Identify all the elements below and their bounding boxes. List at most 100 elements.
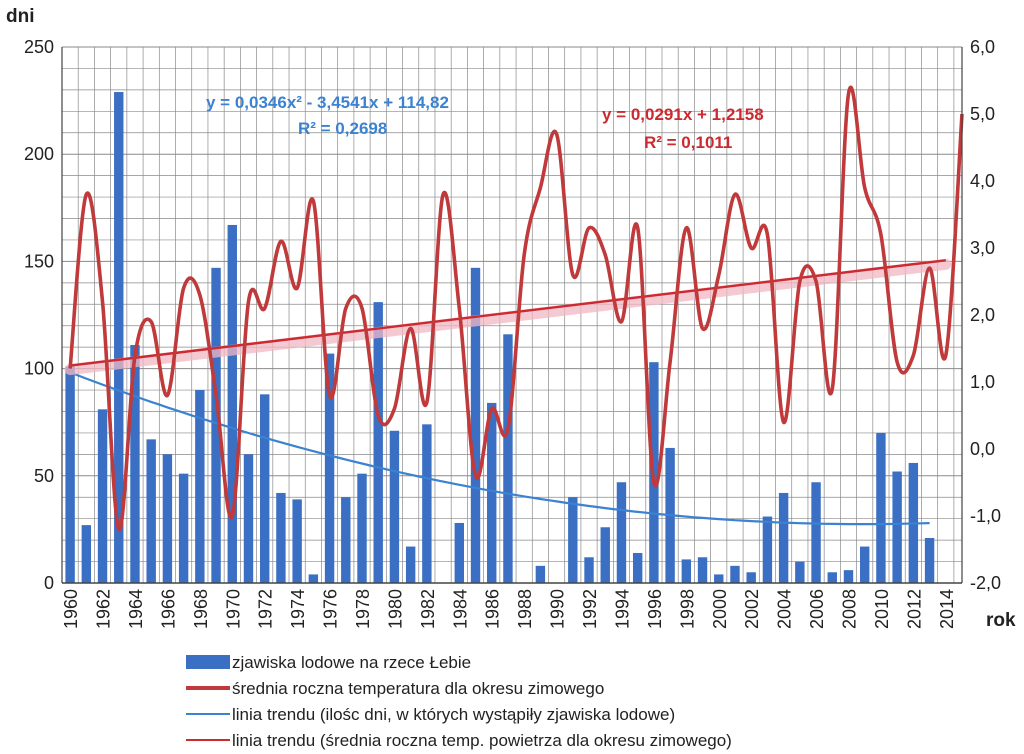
x-tick-label: 2008	[840, 589, 860, 629]
trend-temp-equation: y = 0,0291x + 1,2158	[602, 105, 764, 124]
x-tick-label: 1968	[191, 589, 211, 629]
bar-ice-2013	[924, 537, 935, 583]
x-tick-label: 2014	[937, 589, 957, 629]
bar-ice-1985	[470, 267, 481, 583]
y-right-tick-label: 3,0	[970, 238, 995, 258]
x-tick-label: 1980	[385, 589, 405, 629]
x-tick-label: 1998	[677, 589, 697, 629]
bar-ice-1989	[535, 565, 546, 583]
legend-swatch-ice	[186, 655, 230, 669]
bar-ice-2003	[762, 516, 773, 583]
y-right-tick-label: -1,0	[970, 506, 1001, 526]
bar-ice-1981	[405, 546, 416, 583]
x-tick-label: 1986	[483, 589, 503, 629]
bar-ice-2001	[730, 565, 740, 583]
bar-ice-1979	[373, 302, 383, 583]
bar-ice-2004	[778, 492, 789, 583]
x-tick-label: 1982	[418, 589, 438, 629]
bar-ice-1971	[243, 454, 254, 583]
legend-label-trend-ice: linia trendu (ilośc dni, w których wystą…	[232, 705, 675, 724]
bar-ice-1980	[389, 430, 400, 583]
bar-ice-1982	[422, 424, 432, 583]
x-tick-label: 1964	[126, 589, 146, 629]
trend-ice-equation: y = 0,0346x² - 3,4541x + 114,82	[206, 93, 449, 112]
tick-labels: 0 50 100 150 200 250 -2,0 -1,0 0,0 1,0 2,0 3,0 4,0 5,…	[24, 37, 1001, 629]
x-tick-label: 2006	[807, 589, 827, 629]
bar-ice-2000	[714, 574, 724, 583]
y-right-tick-label: -2,0	[970, 573, 1001, 593]
x-tick-label: 1966	[158, 589, 178, 629]
legend-label-temperature: średnia roczna temperatura dla okresu zi…	[232, 679, 604, 698]
y-left-tick-label: 150	[24, 251, 54, 271]
bar-ice-2002	[746, 572, 756, 583]
bar-ice-2010	[876, 432, 886, 583]
x-tick-label: 2012	[904, 589, 924, 629]
bar-ice-1999	[697, 557, 708, 583]
x-tick-label: 2010	[872, 589, 892, 629]
y-left-tick-label: 0	[44, 573, 54, 593]
bar-ice-1975	[308, 574, 319, 583]
x-tick-label: 1960	[61, 589, 81, 629]
bar-ice-1977	[341, 497, 351, 583]
x-tick-label: 1962	[94, 589, 114, 629]
bar-ice-1978	[357, 473, 367, 583]
x-tick-label: 2004	[775, 589, 795, 629]
bar-ice-1991	[568, 497, 578, 583]
y-axis-left-title: dni	[6, 6, 35, 27]
bar-ice-1961	[81, 525, 92, 583]
bar-ice-2009	[860, 546, 870, 583]
bar-ice-1994	[616, 482, 627, 583]
x-tick-label: 1972	[256, 589, 276, 629]
temperature-line	[68, 85, 964, 532]
bar-ice-1987	[503, 334, 513, 583]
bar-ice-1984	[454, 522, 464, 583]
y-left-tick-label: 100	[24, 359, 54, 379]
x-tick-label: 1970	[223, 589, 243, 629]
x-tick-label: 1974	[288, 589, 308, 629]
legend-label-ice: zjawiska lodowe na rzece Łebie	[232, 653, 471, 672]
bar-ice-1993	[600, 527, 610, 583]
trend-temp-r2: R² = 0,1011	[644, 133, 732, 152]
y-right-tick-label: 2,0	[970, 305, 995, 325]
y-right-tick-label: 1,0	[970, 372, 995, 392]
bar-ice-1968	[195, 390, 205, 583]
y-right-tick-label: 5,0	[970, 104, 995, 124]
x-tick-label: 2000	[710, 589, 730, 629]
bar-ice-1972	[260, 394, 270, 583]
bar-ice-1966	[162, 454, 173, 583]
bar-ice-1963	[114, 92, 124, 584]
trend-ice-line	[69, 371, 930, 526]
bar-ice-1969	[211, 267, 221, 583]
x-tick-label: 1992	[580, 589, 600, 629]
bar-ice-1965	[146, 439, 156, 583]
temperature-series-line	[68, 85, 964, 532]
trend-ice-r2: R² = 0,2698	[298, 119, 387, 138]
bar-ice-1973	[276, 492, 286, 583]
axes	[61, 47, 963, 584]
bar-ice-1998	[681, 559, 692, 583]
bar-ice-1967	[178, 473, 189, 583]
bar-ice-1970	[227, 224, 237, 583]
bar-ice-1976	[324, 353, 335, 583]
x-tick-label: 1978	[353, 589, 373, 629]
bar-ice-1986	[487, 402, 497, 583]
bar-ice-1962	[97, 409, 108, 583]
x-tick-label: 1984	[450, 589, 470, 629]
bar-ice-2005	[795, 561, 805, 583]
y-right-tick-label: 4,0	[970, 171, 995, 191]
x-tick-label: 1988	[515, 589, 535, 629]
y-right-tick-label: 0,0	[970, 439, 995, 459]
bar-ice-1995	[632, 552, 643, 583]
bar-ice-1960	[65, 366, 75, 583]
legend: zjawiska lodowe na rzece Łebie średnia r…	[186, 653, 732, 750]
bar-ice-1964	[130, 345, 140, 583]
y-right-tick-label: 6,0	[970, 37, 995, 57]
x-tick-label: 1994	[613, 589, 633, 629]
x-tick-label: 1976	[321, 589, 341, 629]
x-axis-title: rok	[986, 610, 1016, 631]
bar-ice-2008	[843, 570, 854, 583]
y-left-tick-label: 250	[24, 37, 54, 57]
bar-ice-2006	[811, 482, 821, 583]
bar-ice-1974	[292, 499, 302, 583]
